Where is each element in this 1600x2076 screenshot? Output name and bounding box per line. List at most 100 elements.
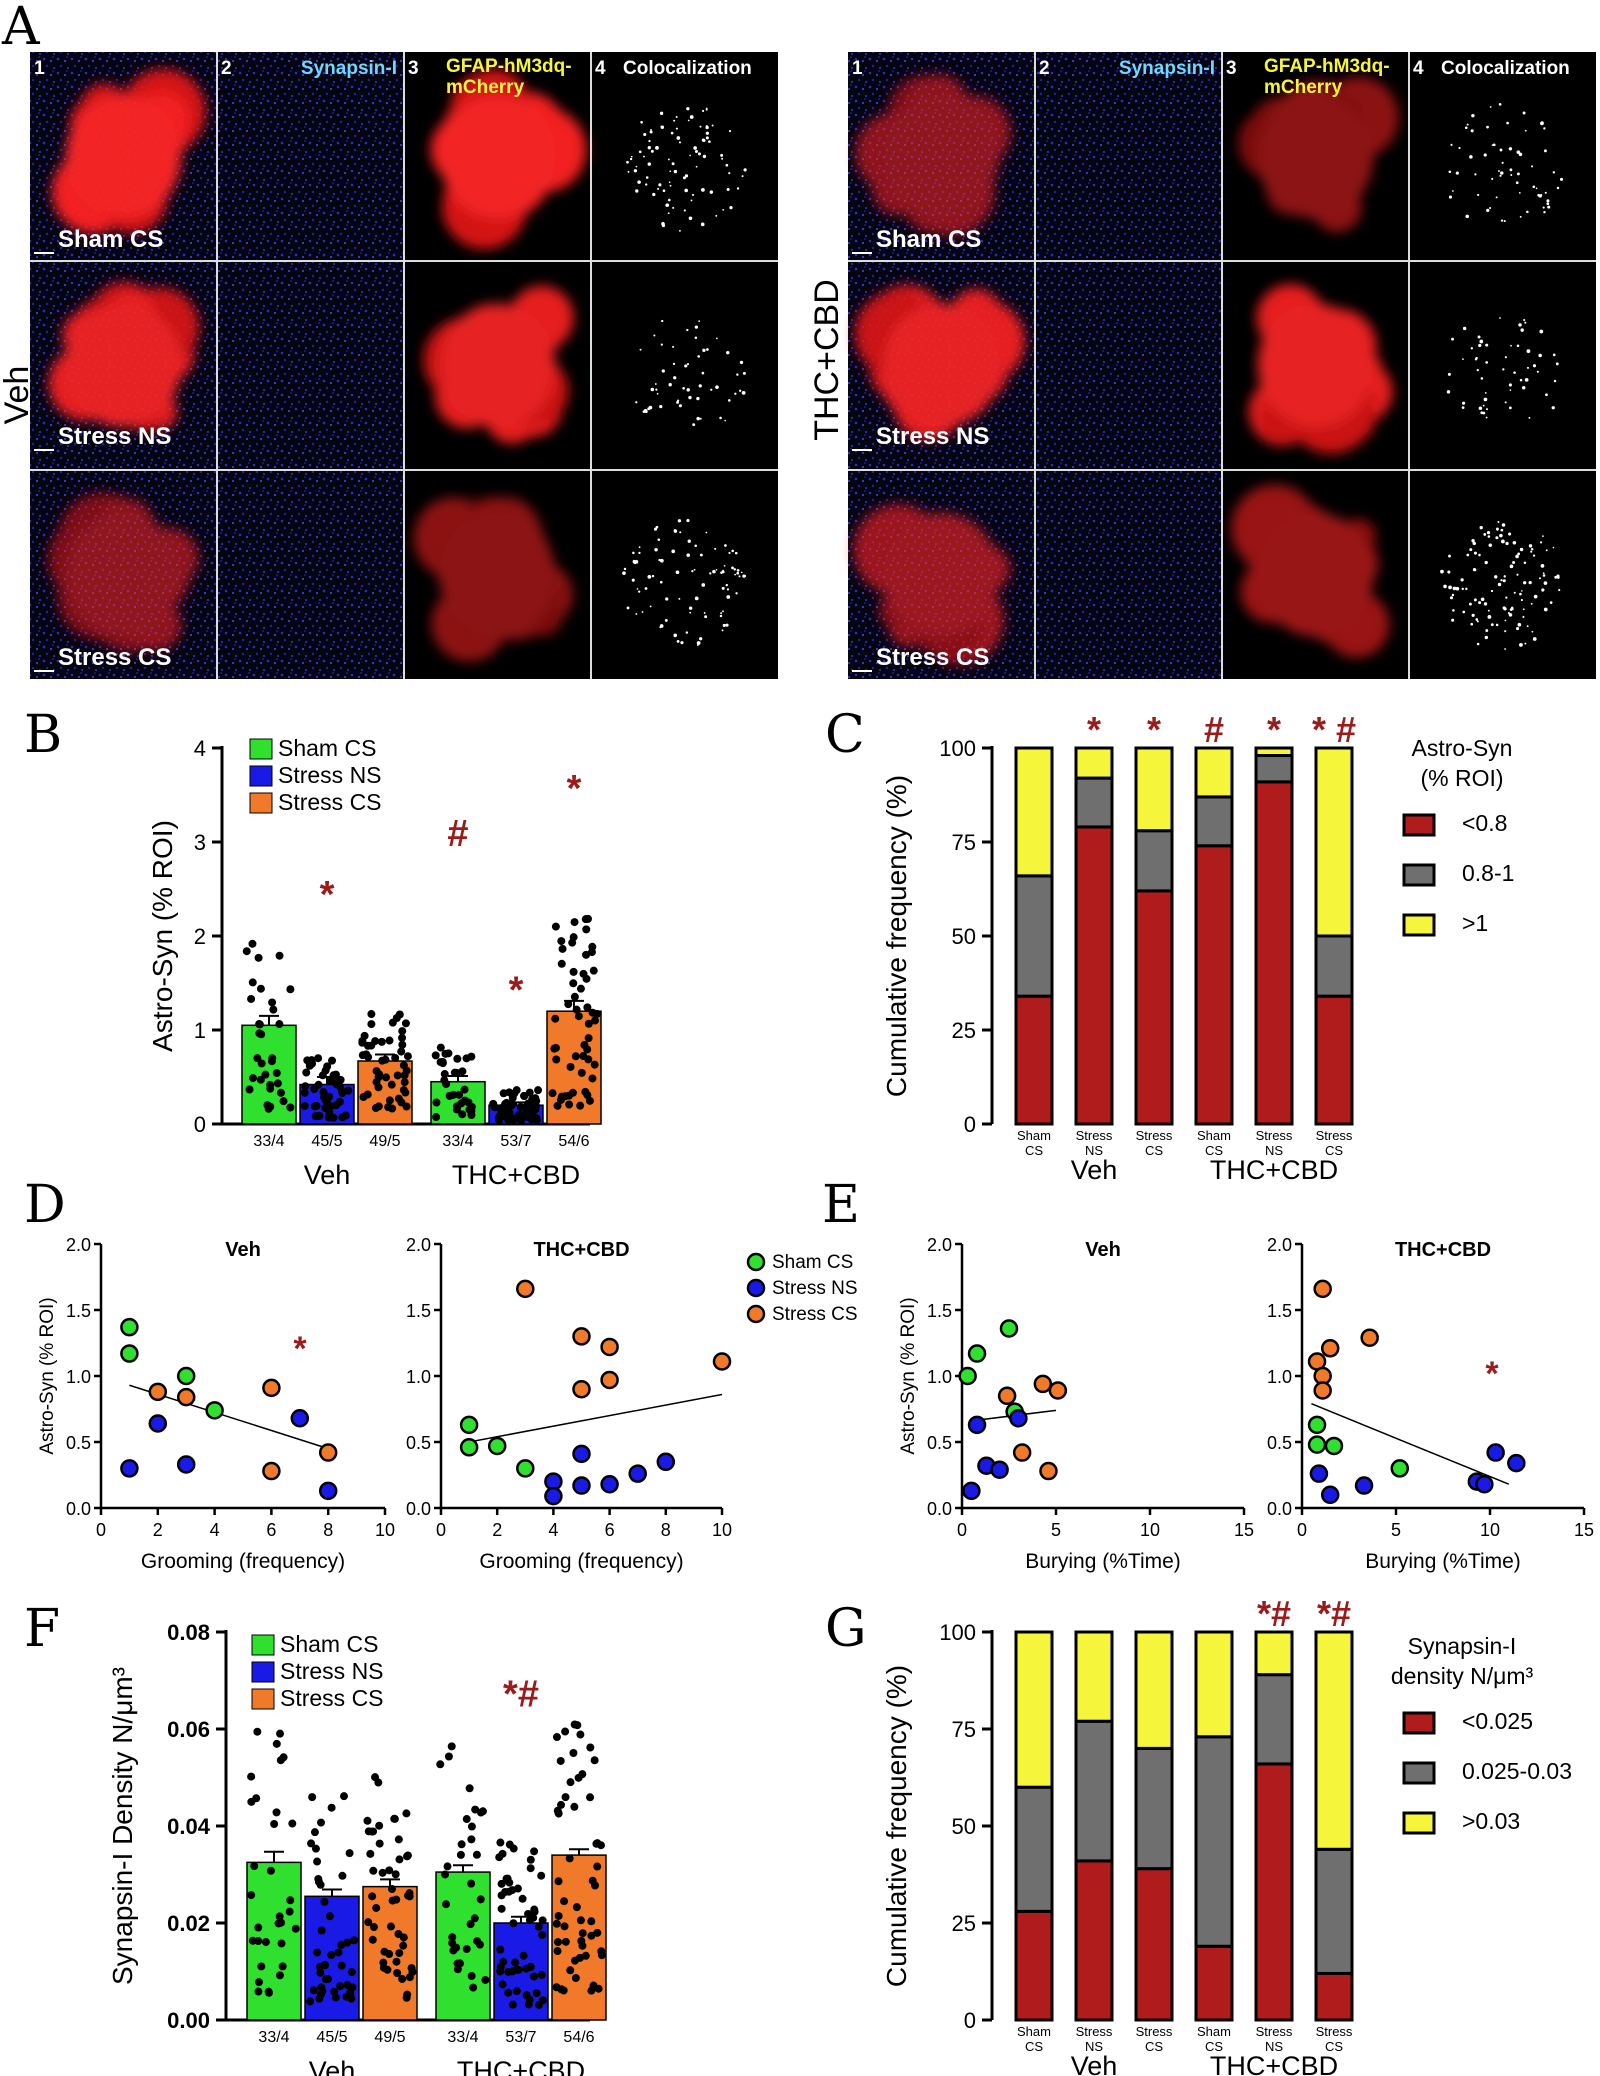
punctum	[684, 364, 688, 368]
punctum	[649, 605, 652, 608]
image-cell	[1231, 484, 1390, 658]
data-point	[366, 1849, 375, 1858]
punctum	[1500, 539, 1505, 544]
scatter-point	[1320, 1485, 1340, 1505]
punctum	[1483, 397, 1488, 402]
image-cell	[30, 470, 217, 679]
punctum	[1528, 581, 1532, 585]
punctum	[1559, 177, 1564, 181]
data-point	[337, 1961, 346, 1970]
data-point	[393, 1071, 402, 1080]
legend-swatch	[249, 738, 273, 760]
chart-b: 0 1 2 3 4 Astro-Syn (% ROI) 33/4 45/5 * 49/5 33/4 #…	[147, 735, 602, 1190]
data-point	[267, 1057, 276, 1066]
punctum	[688, 216, 693, 221]
punctum	[661, 369, 665, 373]
punctum	[1460, 578, 1464, 582]
data-point	[496, 1945, 505, 1954]
legend-swatch	[249, 792, 273, 814]
y-axis-label: Cumulative frequency (%)	[881, 1665, 912, 1987]
scatter-point	[262, 1461, 281, 1481]
data-point	[399, 1941, 408, 1950]
legend-title: Synapsin-I	[1408, 1633, 1517, 1659]
image-cell	[622, 518, 747, 646]
punctum	[1520, 328, 1524, 332]
data-point	[590, 1756, 599, 1765]
stack-segment	[1014, 1630, 1054, 1789]
punctum	[632, 559, 636, 564]
data-point	[581, 1951, 590, 1960]
punctum	[1526, 366, 1530, 369]
data-point	[552, 1983, 561, 1992]
data-point	[496, 1838, 505, 1847]
y-tick-label: 75	[952, 1717, 976, 1742]
category-label: Sham	[1197, 1128, 1231, 1143]
punctum	[1540, 564, 1545, 568]
data-point	[319, 1092, 328, 1101]
punctum	[635, 401, 638, 404]
punctum	[734, 573, 737, 576]
punctum	[1518, 323, 1522, 327]
legend-swatch	[1402, 1711, 1436, 1735]
punctum	[678, 404, 682, 408]
stack-segment	[1074, 1719, 1114, 1863]
data-point	[384, 1103, 393, 1112]
y-tick-label: 25	[952, 1018, 976, 1043]
stack-segment	[1314, 1971, 1354, 2022]
punctum	[1552, 171, 1556, 174]
punctum	[638, 590, 641, 593]
x-tick-label: 8	[323, 1520, 333, 1540]
punctum	[1480, 377, 1484, 380]
punctum	[739, 360, 744, 365]
punctum	[651, 574, 655, 578]
gfap-header: GFAP-hM3dq-	[1264, 56, 1390, 77]
image-cell	[1440, 521, 1561, 650]
y-tick-label: 0.08	[167, 1620, 210, 1645]
data-point	[501, 1100, 510, 1109]
data-point	[346, 1990, 355, 1999]
punctum	[676, 640, 680, 643]
x-tick-label: 10	[375, 1520, 395, 1540]
category-label: Sham	[1017, 2024, 1051, 2039]
punctum	[1541, 588, 1545, 592]
data-point	[593, 1862, 602, 1871]
data-point	[402, 1809, 411, 1818]
punctum	[686, 107, 690, 111]
punctum	[1532, 554, 1536, 557]
scatter-point	[600, 1370, 619, 1390]
punctum	[1474, 358, 1478, 361]
scatter-point	[967, 1344, 987, 1363]
data-point	[511, 1958, 520, 1967]
data-point	[254, 1987, 263, 1996]
synapsin-stain	[217, 261, 404, 470]
punctum	[678, 597, 681, 600]
n-label: 49/5	[369, 1133, 400, 1150]
punctum	[1532, 364, 1537, 368]
stack-segment	[1014, 1909, 1054, 2022]
group-label: Veh	[1071, 2051, 1118, 2076]
data-point	[586, 1793, 595, 1802]
data-point	[247, 994, 256, 1003]
y-tick-label: 50	[952, 1814, 976, 1839]
data-point	[254, 1978, 263, 1987]
stack-segment	[1014, 1785, 1054, 1913]
punctum	[734, 551, 738, 555]
data-point	[442, 1900, 451, 1909]
punctum	[1540, 194, 1543, 197]
punctum	[680, 641, 684, 645]
legend-swatch	[251, 1688, 275, 1710]
panel-f-letter: F	[24, 1599, 60, 1659]
data-point	[395, 1010, 404, 1019]
data-point	[403, 1052, 412, 1061]
punctum	[1448, 554, 1451, 558]
punctum	[1516, 344, 1520, 348]
punctum	[673, 376, 677, 380]
data-point	[566, 1778, 575, 1787]
category-label: NS	[1265, 1143, 1283, 1158]
stack-segment	[1254, 780, 1294, 1126]
punctum	[1484, 635, 1489, 640]
punctum	[728, 551, 731, 555]
punctum	[1528, 416, 1531, 419]
data-point	[408, 1967, 417, 1976]
significance-mark: *	[320, 874, 335, 916]
